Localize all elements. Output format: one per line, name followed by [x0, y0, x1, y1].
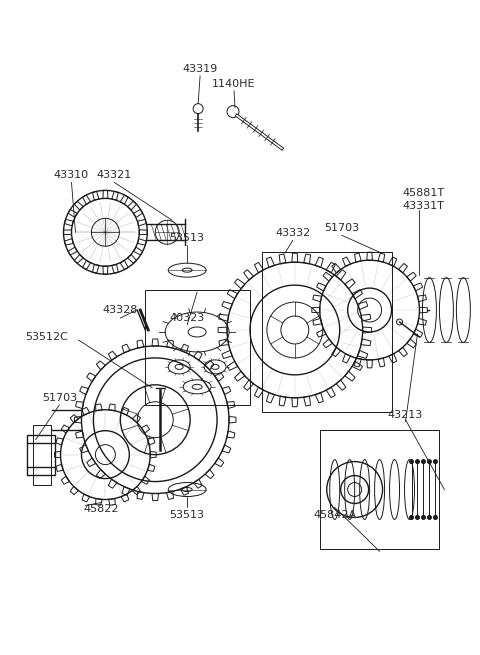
Text: 43213: 43213: [388, 410, 423, 420]
Text: 43328: 43328: [103, 305, 138, 315]
Bar: [320, 430, 439, 550]
Circle shape: [227, 105, 239, 118]
Circle shape: [193, 103, 203, 113]
Circle shape: [433, 460, 437, 464]
Text: 43331T: 43331T: [403, 201, 444, 212]
Text: 45881T: 45881T: [402, 189, 444, 198]
Text: 43321: 43321: [97, 170, 132, 180]
Circle shape: [428, 515, 432, 519]
Text: 51703: 51703: [324, 223, 359, 233]
Text: 45822: 45822: [84, 504, 119, 514]
Circle shape: [416, 460, 420, 464]
Circle shape: [409, 515, 413, 519]
Bar: [33, 424, 50, 485]
Text: 43310: 43310: [54, 170, 89, 180]
Text: 43319: 43319: [182, 64, 218, 74]
Text: 1140HE: 1140HE: [212, 79, 256, 88]
Circle shape: [416, 515, 420, 519]
Text: 45842A: 45842A: [313, 510, 356, 521]
Circle shape: [409, 460, 413, 464]
Circle shape: [433, 515, 437, 519]
Text: 40323: 40323: [169, 313, 205, 323]
Circle shape: [421, 460, 425, 464]
Text: 53512C: 53512C: [25, 332, 68, 342]
Text: 51703: 51703: [42, 393, 77, 403]
Bar: [262, 252, 392, 412]
Text: 43332: 43332: [275, 229, 311, 238]
Text: 53513: 53513: [169, 510, 204, 521]
Circle shape: [421, 515, 425, 519]
Bar: [26, 435, 55, 475]
Bar: [145, 290, 250, 405]
Circle shape: [428, 460, 432, 464]
Text: 53513: 53513: [169, 233, 204, 243]
